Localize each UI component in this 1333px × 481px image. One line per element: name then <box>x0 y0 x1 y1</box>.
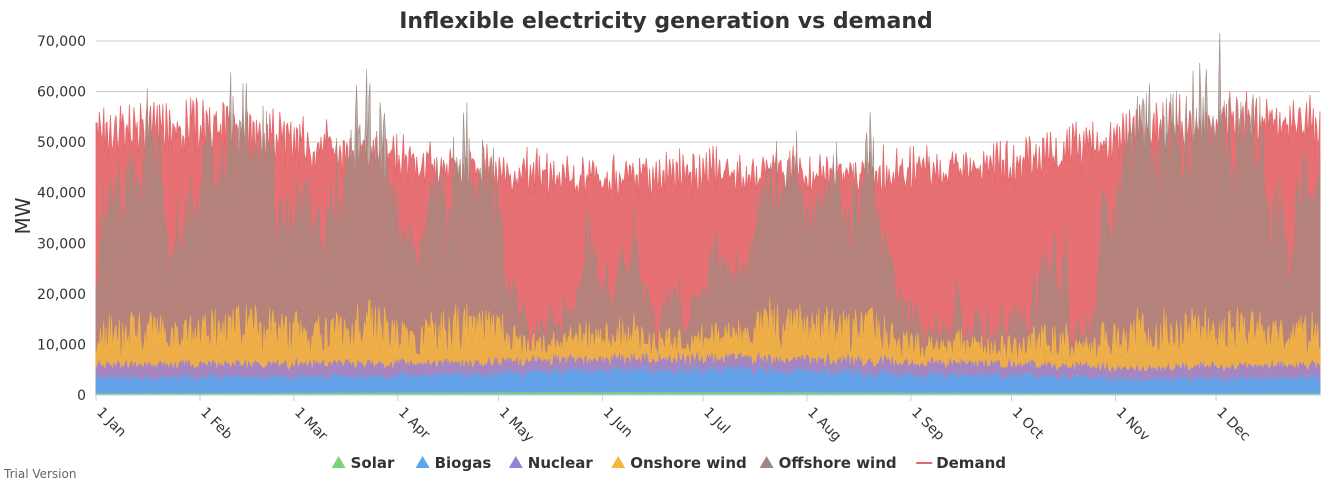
x-tick-label: 1 Dec <box>1213 405 1253 445</box>
legend-triangle-marker <box>611 456 626 468</box>
y-tick-label: 40,000 <box>37 186 86 202</box>
legend-triangle-marker <box>759 456 774 468</box>
y-tick-label: 10,000 <box>37 337 86 353</box>
legend-item-offshore-wind[interactable]: Offshore wind <box>759 454 897 472</box>
x-tick-label: 1 Oct <box>1009 405 1047 443</box>
legend-label: Nuclear <box>528 454 594 472</box>
y-tick-label: 50,000 <box>37 135 86 151</box>
y-tick-label: 30,000 <box>37 236 86 252</box>
y-axis-label: MW <box>11 197 35 234</box>
legend-triangle-marker <box>508 456 523 468</box>
y-tick-label: 60,000 <box>37 85 86 101</box>
legend-label: Onshore wind <box>630 454 747 472</box>
legend-label: Biogas <box>435 454 492 472</box>
y-tick-label: 70,000 <box>37 34 86 50</box>
series-biogas-area <box>95 363 1321 396</box>
x-axis: 1 Jan 1 Feb 1 Mar 1 Apr 1 May 1 Jun 1 Jul 1 Aug… <box>93 394 1320 446</box>
x-tick-label: 1 Nov <box>1113 405 1153 445</box>
x-tick-label: 1 May <box>496 405 537 446</box>
x-tick-label: 1 Apr <box>395 405 433 443</box>
x-tick-label: 1 Sep <box>908 405 947 444</box>
x-tick-label: 1 Jan <box>93 405 129 441</box>
legend-item-onshore-wind[interactable]: Onshore wind <box>611 454 747 472</box>
x-tick-label: 1 Feb <box>197 405 235 443</box>
series-solar-area <box>95 391 1321 396</box>
y-tick-label: 0 <box>77 388 86 404</box>
legend-item-nuclear[interactable]: Nuclear <box>508 454 594 472</box>
legend-item-solar[interactable]: Solar <box>331 454 395 472</box>
x-tick-label: 1 Aug <box>804 405 844 445</box>
series-areas <box>95 32 1321 396</box>
y-axis: 0 10,000 20,000 30,000 40,000 50,000 60,000 70,… <box>37 34 86 404</box>
watermark: Trial Version <box>3 467 76 481</box>
chart-title: Inflexible electricity generation vs dem… <box>399 9 933 34</box>
legend-label: Offshore wind <box>779 454 897 472</box>
legend-label: Demand <box>936 454 1006 472</box>
legend-item-demand[interactable]: Demand <box>916 454 1006 472</box>
series-offshore-wind-area <box>95 32 1321 396</box>
y-tick-label: 20,000 <box>37 287 86 303</box>
legend: Solar Biogas Nuclear Onshore wind Offshore w… <box>331 454 1006 472</box>
x-tick-label: 1 Jun <box>600 405 636 441</box>
legend-label: Solar <box>351 454 395 472</box>
x-tick-label: 1 Mar <box>291 405 331 445</box>
legend-item-biogas[interactable]: Biogas <box>415 454 492 472</box>
x-tick-label: 1 Jul <box>700 405 733 438</box>
legend-triangle-marker <box>415 456 430 468</box>
legend-triangle-marker <box>331 456 346 468</box>
